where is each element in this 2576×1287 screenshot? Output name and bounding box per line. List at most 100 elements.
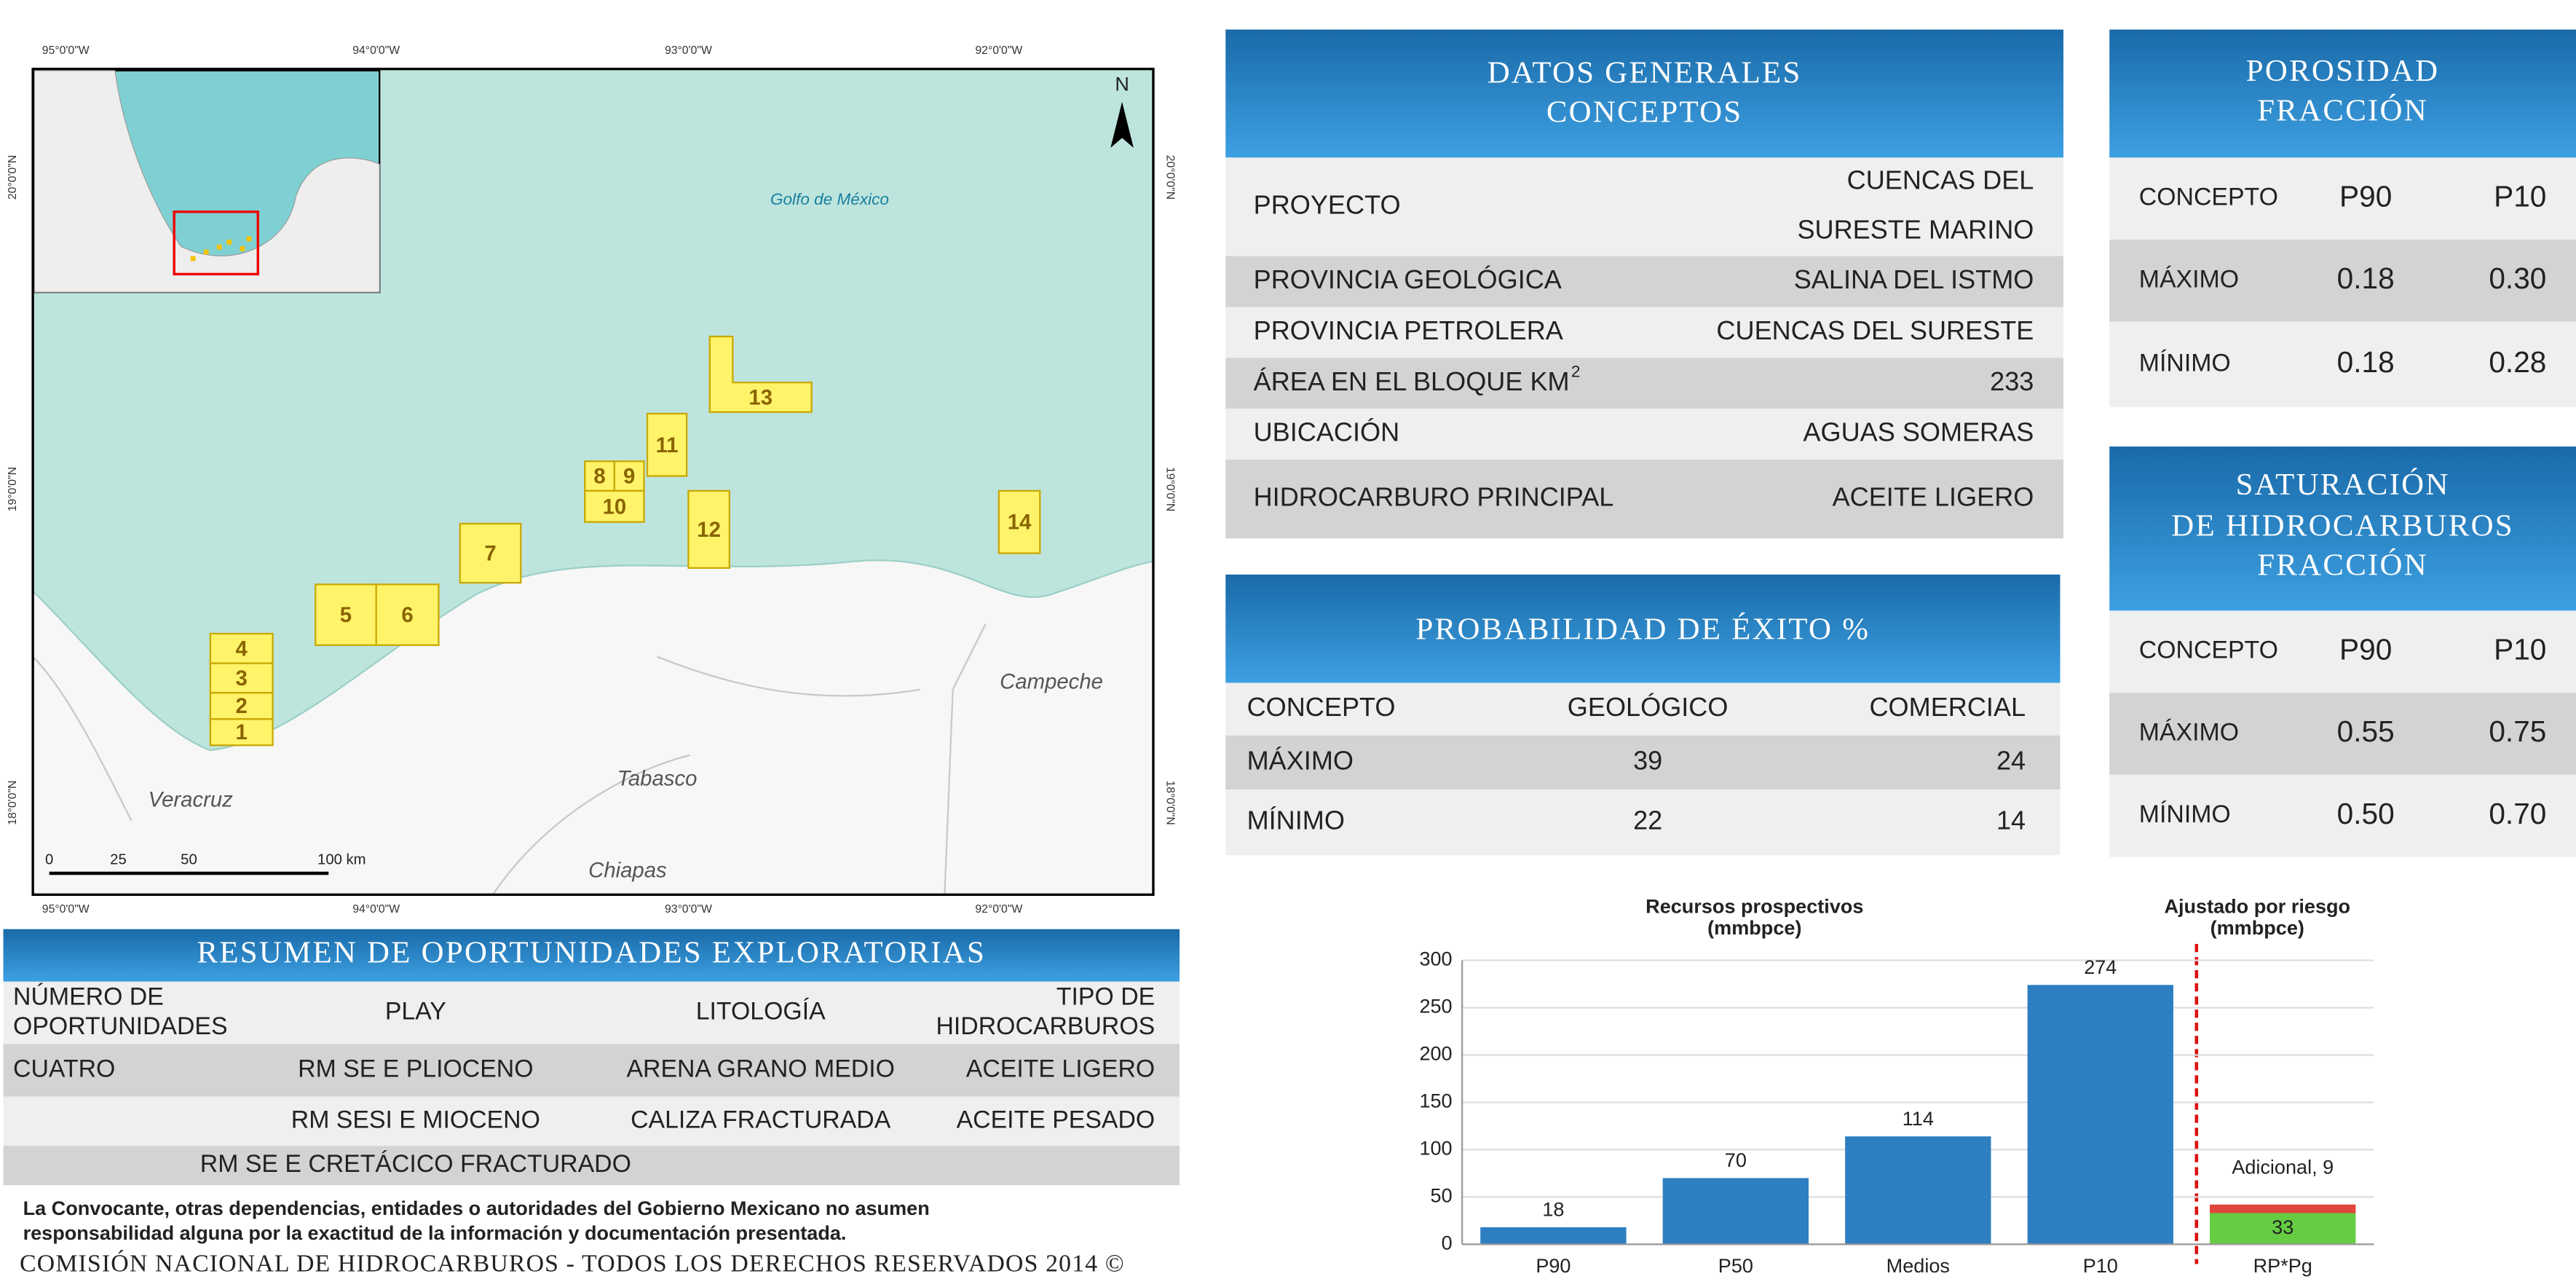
- block-label: 5: [340, 603, 352, 627]
- latitude-label: 19°0'0"N: [7, 467, 19, 511]
- x-tick-label: RP*Pg: [2253, 1255, 2312, 1277]
- border: [32, 623, 987, 895]
- table-cell: LITOLOGÍA: [696, 998, 826, 1026]
- data-label: 274: [2084, 956, 2117, 978]
- table-row: [3, 1096, 1180, 1146]
- bar: [1480, 1227, 1627, 1245]
- table-cell: MÁXIMO: [2139, 718, 2239, 746]
- longitude-label: 95°0'0"W: [42, 903, 90, 916]
- table-title: DE HIDROCARBUROS: [2171, 509, 2514, 543]
- table-cell: CUENCAS DEL: [1847, 165, 2034, 195]
- table-cell: P10: [2494, 179, 2546, 213]
- table-cell: RM SE E CRETÁCICO FRACTURADO: [200, 1150, 631, 1178]
- block: [209, 718, 274, 747]
- map-frame: [31, 67, 1155, 897]
- map: [31, 67, 1155, 897]
- y-tick-label: 300: [1419, 948, 1452, 970]
- table-row: [1225, 790, 2061, 856]
- table-row: [2109, 157, 2576, 240]
- table-cell: 24: [1996, 745, 2026, 775]
- longitude-label: 92°0'0"W: [975, 903, 1022, 916]
- table-cell: 0.18: [2337, 261, 2395, 295]
- table-cell: AGUAS SOMERAS: [1803, 417, 2034, 447]
- map-label: Campeche: [1000, 669, 1103, 693]
- table-cell: ÁREA EN EL BLOQUE KM: [1254, 366, 1570, 396]
- block-label: 2: [236, 694, 248, 718]
- longitude-label: 93°0'0"W: [665, 903, 712, 916]
- disclaimer: La Convocante, otras dependencias, entid…: [23, 1197, 930, 1219]
- y-tick-label: 100: [1419, 1138, 1452, 1160]
- table-row: [2109, 693, 2576, 775]
- table-cell: 0.75: [2489, 715, 2546, 748]
- table-cell: 39: [1633, 745, 1662, 775]
- table-cell: 14: [1996, 806, 2026, 835]
- table-title: PROBABILIDAD DE ÉXITO %: [1416, 613, 1870, 647]
- data-label: Adicional, 9: [2232, 1156, 2334, 1178]
- table-title: FRACCIÓN: [2257, 548, 2428, 583]
- table-cell: P90: [2339, 179, 2392, 213]
- table-cell: CONCEPTO: [2139, 184, 2278, 211]
- x-tick-label: P10: [2083, 1255, 2118, 1277]
- block: [584, 460, 616, 492]
- inset-block: [240, 246, 245, 251]
- block: [459, 522, 522, 584]
- block-label: 11: [656, 433, 679, 457]
- table-title: CONCEPTOS: [1546, 95, 1743, 130]
- block: [646, 412, 688, 477]
- y-tick-label: 150: [1419, 1090, 1452, 1112]
- chart-title: Recursos prospectivos: [1645, 896, 1863, 918]
- x-tick-label: P50: [1718, 1255, 1753, 1277]
- chart-title: (mmbpce): [1707, 917, 1801, 939]
- block: [209, 662, 274, 694]
- table-row: [3, 1146, 1180, 1186]
- table-row: [2109, 321, 2576, 407]
- bar: [1845, 1136, 1991, 1245]
- block-label: 6: [401, 603, 413, 627]
- table-row: [3, 1044, 1180, 1097]
- longitude-label: 92°0'0"W: [975, 44, 1022, 57]
- north-arrow: [1110, 101, 1134, 148]
- inset-block: [246, 236, 252, 242]
- map-label: Veracruz: [149, 788, 234, 812]
- table-cell: ACEITE LIGERO: [1833, 482, 2034, 512]
- table-cell: 0.30: [2489, 261, 2546, 295]
- table-cell: RM SE E PLIOCENO: [298, 1055, 533, 1082]
- table-cell: ACEITE PESADO: [957, 1106, 1155, 1133]
- block-label: 7: [484, 542, 496, 566]
- table-cell: RM SESI E MIOCENO: [291, 1106, 540, 1133]
- table-row: [3, 981, 1180, 1044]
- bar: [2210, 1213, 2356, 1245]
- disclaimer: responsabilidad alguna por la exactitud …: [23, 1222, 847, 1244]
- scale-label: 0: [45, 851, 53, 867]
- table-cell: PROYECTO: [1254, 190, 1401, 220]
- table-header: [1225, 29, 2064, 158]
- table-cell: PROVINCIA PETROLERA: [1254, 315, 1563, 345]
- table-cell: 233: [1990, 366, 2034, 396]
- table-header: [2109, 29, 2576, 158]
- longitude-label: 95°0'0"W: [42, 44, 90, 57]
- longitude-label: 94°0'0"W: [352, 903, 400, 916]
- table-cell: SALINA DEL ISTMO: [1794, 264, 2034, 294]
- y-tick-label: 0: [1442, 1232, 1453, 1254]
- latitude-label: 20°0'0"N: [7, 155, 19, 200]
- table-cell: CONCEPTO: [1247, 692, 1396, 722]
- land: [31, 559, 1155, 896]
- table-cell: MÍNIMO: [1247, 806, 1345, 835]
- data-label: 33: [2272, 1216, 2293, 1238]
- scale-label: 50: [181, 851, 197, 867]
- map-label: Chiapas: [588, 859, 667, 883]
- block-label: 10: [603, 495, 627, 519]
- block: [209, 691, 274, 720]
- table-cell: GEOLÓGICO: [1568, 692, 1728, 722]
- y-tick-label: 200: [1419, 1043, 1452, 1065]
- table-cell: 0.70: [2489, 797, 2546, 830]
- table-title: FRACCIÓN: [2257, 93, 2428, 127]
- table-row: [1225, 735, 2061, 790]
- table-cell: HIDROCARBURO PRINCIPAL: [1254, 482, 1614, 512]
- inset-highlight: [173, 210, 259, 276]
- table-cell: 0.55: [2337, 715, 2395, 748]
- block-label: 4: [236, 637, 248, 661]
- scale-label: 100 km: [317, 851, 366, 867]
- table-cell: CONCEPTO: [2139, 637, 2278, 664]
- table-cell: HIDROCARBUROS: [936, 1012, 1155, 1040]
